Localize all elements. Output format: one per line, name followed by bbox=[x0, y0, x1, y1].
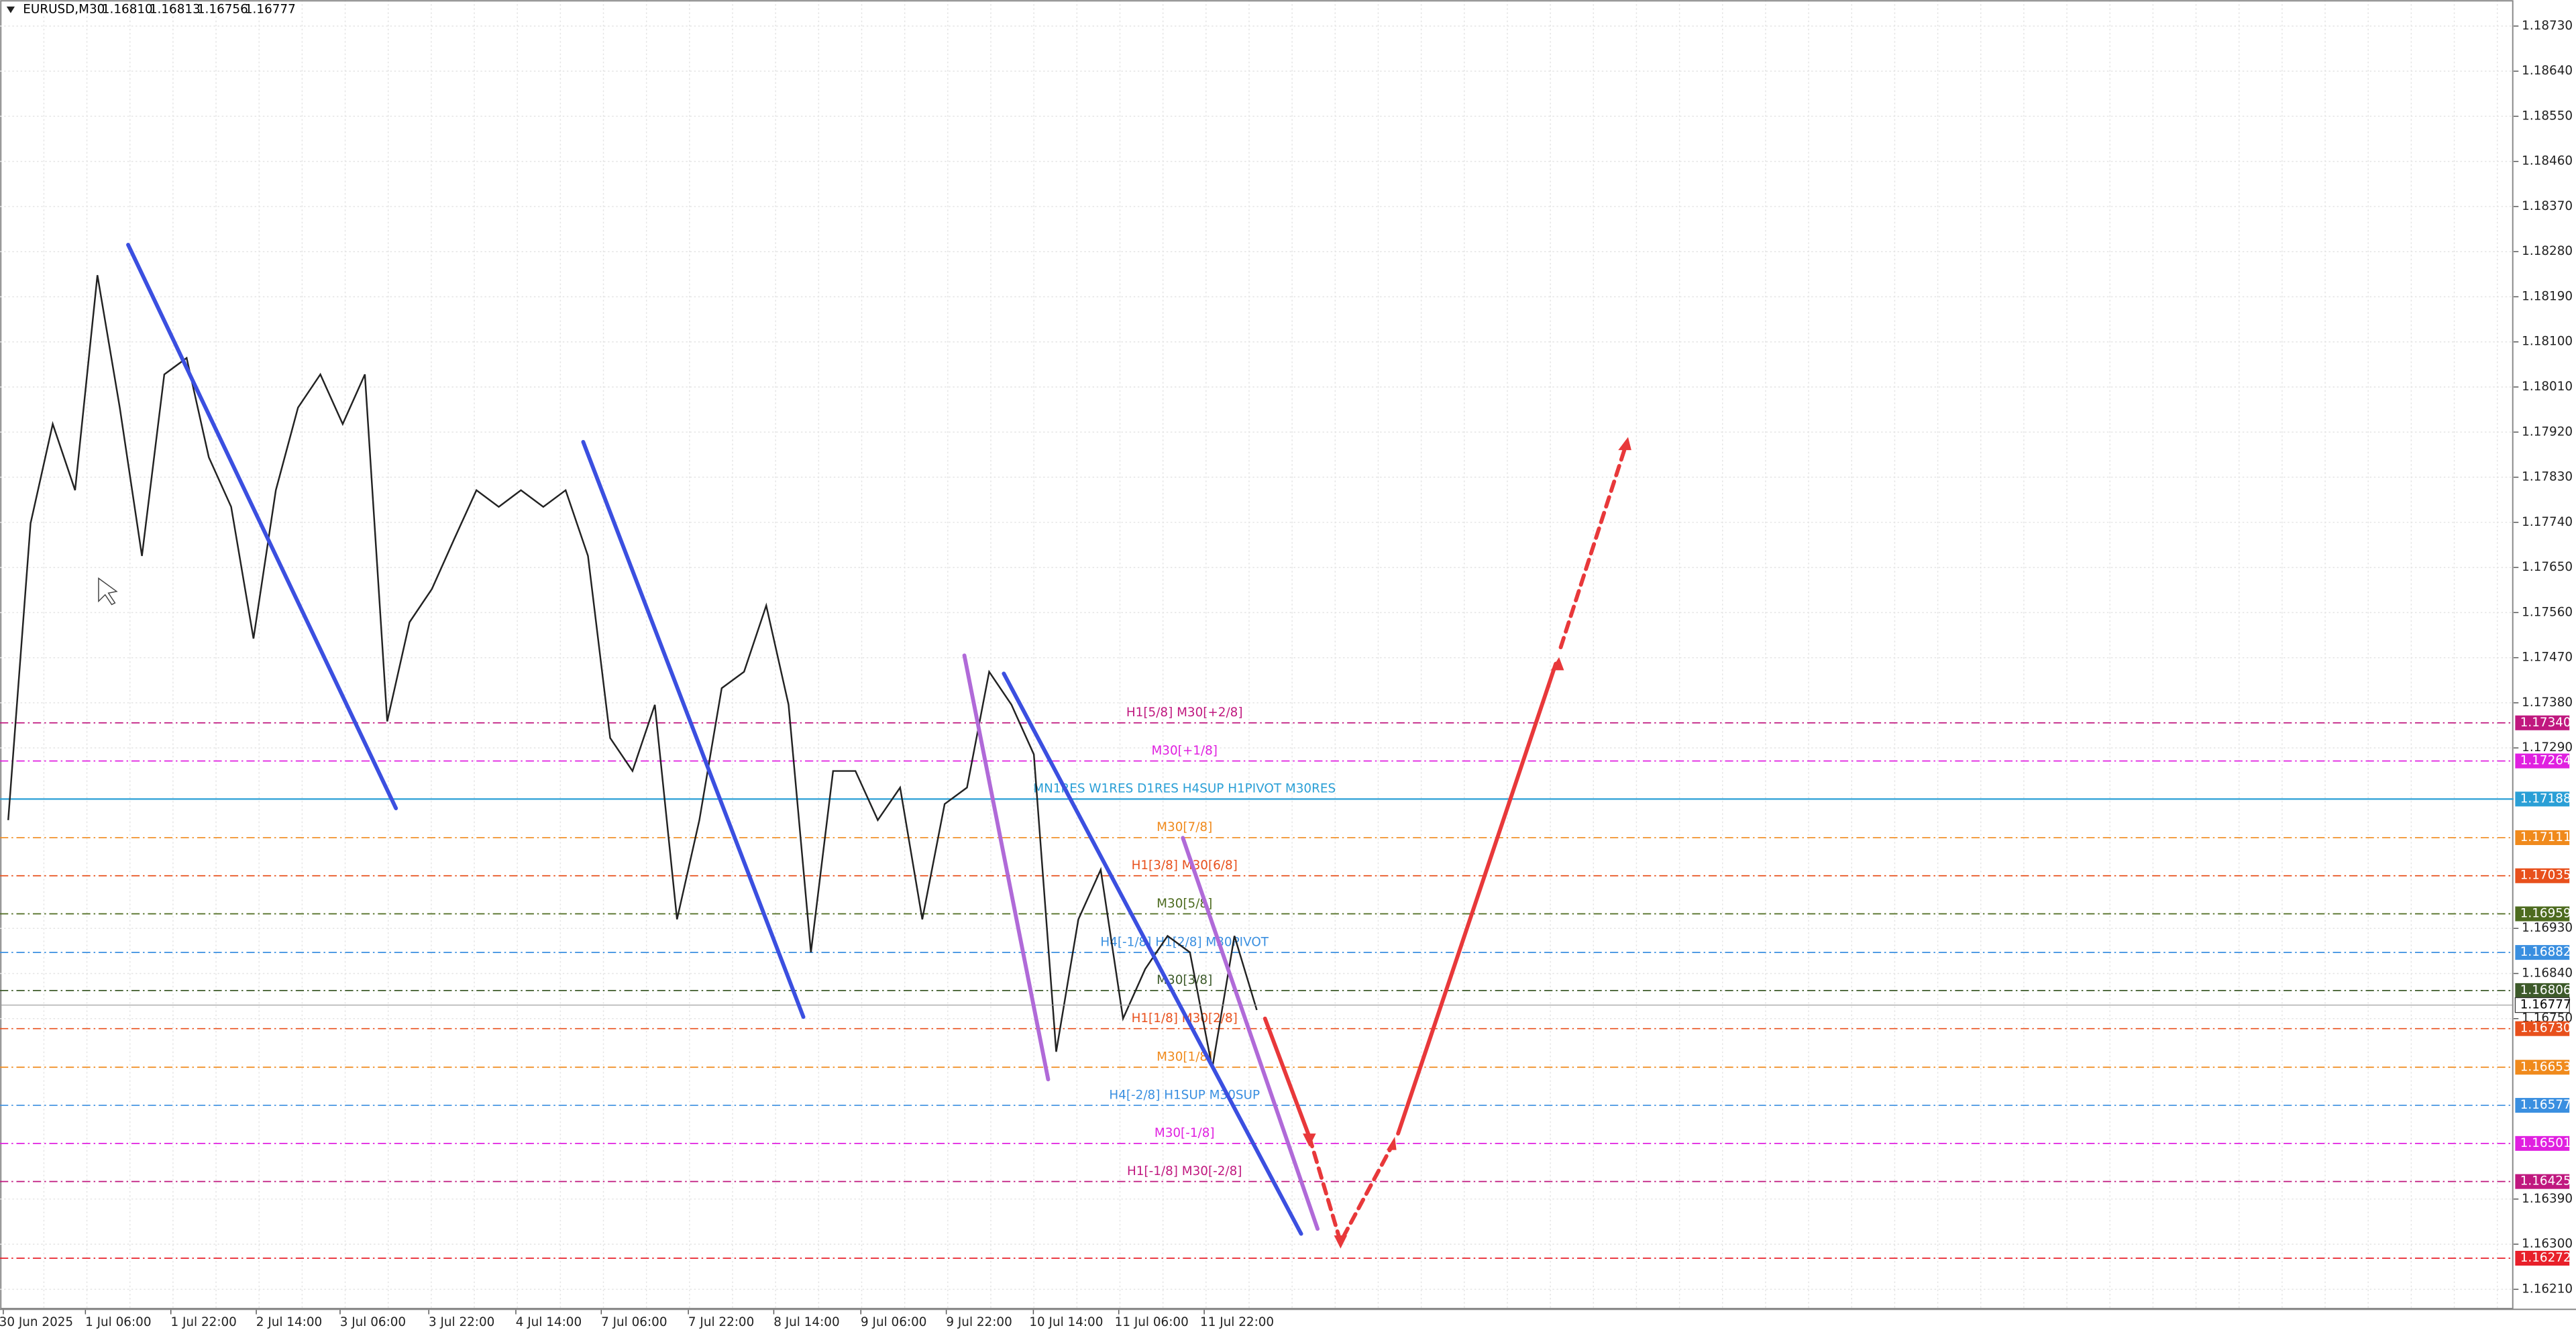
current-price-label: 1.16777 bbox=[2520, 998, 2571, 1012]
level-label: MN1RES W1RES D1RES H4SUP H1PIVOT M30RES bbox=[1033, 782, 1336, 796]
price-tick-label: 1.18640 bbox=[2522, 64, 2573, 78]
price-tag-label: 1.16730 bbox=[2520, 1021, 2571, 1036]
price-tag-label: 1.16577 bbox=[2520, 1098, 2571, 1112]
level-label: M30[7/8] bbox=[1157, 820, 1212, 834]
price-tick-label: 1.18190 bbox=[2522, 289, 2573, 303]
price-tag bbox=[2515, 906, 2570, 922]
price-tick-label: 1.17740 bbox=[2522, 515, 2573, 529]
time-tick-label: 4 Jul 14:00 bbox=[516, 1315, 582, 1329]
price-tag-label: 1.17035 bbox=[2520, 869, 2571, 883]
level-label: H1[1/8] M30[2/8] bbox=[1132, 1011, 1238, 1025]
price-tag bbox=[2515, 1021, 2570, 1036]
price-tag-label: 1.16501 bbox=[2520, 1136, 2571, 1150]
price-tag-label: 1.17264 bbox=[2520, 754, 2571, 768]
time-tick-label: 9 Jul 06:00 bbox=[861, 1315, 926, 1329]
time-tick-label: 7 Jul 22:00 bbox=[688, 1315, 754, 1329]
price-tag bbox=[2515, 1250, 2570, 1266]
price-tick-label: 1.18370 bbox=[2522, 199, 2573, 213]
price-tick-label: 1.16210 bbox=[2522, 1282, 2573, 1296]
price-tag-label: 1.16806 bbox=[2520, 983, 2571, 997]
level-label: H4[-2/8] H1SUP M30SUP bbox=[1109, 1088, 1260, 1102]
price-tick-label: 1.17830 bbox=[2522, 470, 2573, 484]
price-tick-label: 1.17470 bbox=[2522, 651, 2573, 665]
price-line bbox=[7, 275, 1258, 1068]
level-label: M30[5/8] bbox=[1157, 897, 1212, 911]
price-tag-label: 1.16425 bbox=[2520, 1174, 2571, 1188]
level-label: M30[-1/8] bbox=[1155, 1126, 1215, 1140]
level-label: H4[-1/8] H1[2/8] M30PIVOT bbox=[1100, 935, 1269, 949]
arrow-heads bbox=[1303, 437, 1631, 1249]
mouse-cursor bbox=[98, 577, 118, 606]
price-tick-label: 1.18460 bbox=[2522, 154, 2573, 168]
price-tag bbox=[2515, 945, 2570, 960]
quote: 1.16756 bbox=[197, 3, 248, 17]
time-tick-label: 10 Jul 14:00 bbox=[1029, 1315, 1103, 1329]
price-tag-label: 1.17340 bbox=[2520, 716, 2571, 730]
level-label: H1[3/8] M30[6/8] bbox=[1132, 858, 1238, 873]
level-label: H1[-1/8] M30[-2/8] bbox=[1127, 1164, 1242, 1178]
price-tag bbox=[2515, 791, 2570, 807]
price-tag bbox=[2515, 983, 2570, 998]
price-tag bbox=[2515, 830, 2570, 845]
time-tick-label: 30 Jun 2025 bbox=[0, 1315, 73, 1329]
current-price-tag bbox=[2514, 997, 2570, 1013]
price-tick-label: 1.17920 bbox=[2522, 425, 2573, 439]
price-tag-label: 1.16959 bbox=[2520, 907, 2571, 921]
menu-arrow bbox=[6, 6, 15, 13]
price-tick-label: 1.18100 bbox=[2522, 335, 2573, 349]
quote: 1.16813 bbox=[150, 3, 201, 17]
price-tag bbox=[2515, 1060, 2570, 1075]
level-label: H1[5/8] M30[+2/8] bbox=[1126, 706, 1243, 720]
price-tag-label: 1.16653 bbox=[2520, 1060, 2571, 1074]
time-tick-label: 8 Jul 14:00 bbox=[773, 1315, 839, 1329]
symbol: EURUSD,M30 bbox=[23, 3, 105, 17]
price-tag-label: 1.16882 bbox=[2520, 945, 2571, 959]
quote: 1.16810 bbox=[102, 3, 153, 17]
price-tick-label: 1.17290 bbox=[2522, 740, 2573, 755]
price-tag-label: 1.17111 bbox=[2520, 830, 2571, 844]
price-tag bbox=[2515, 1174, 2570, 1189]
time-tick-label: 1 Jul 22:00 bbox=[170, 1315, 236, 1329]
quote: 1.16777 bbox=[245, 3, 296, 17]
price-tag-label: 1.16272 bbox=[2520, 1251, 2571, 1265]
price-tag bbox=[2515, 753, 2570, 769]
price-tick-label: 1.16390 bbox=[2522, 1192, 2573, 1206]
price-tag bbox=[2515, 715, 2570, 730]
price-tick-label: 1.17380 bbox=[2522, 696, 2573, 710]
time-tick-label: 7 Jul 06:00 bbox=[601, 1315, 667, 1329]
price-tick-label: 1.18010 bbox=[2522, 380, 2573, 394]
level-label: M30[+1/8] bbox=[1151, 744, 1217, 758]
price-tick-label: 1.18730 bbox=[2522, 19, 2573, 33]
price-tick-label: 1.18550 bbox=[2522, 109, 2573, 123]
time-tick-label: 11 Jul 06:00 bbox=[1115, 1315, 1189, 1329]
time-tick-label: 1 Jul 06:00 bbox=[85, 1315, 151, 1329]
price-tick-label: 1.18280 bbox=[2522, 244, 2573, 258]
grid bbox=[0, 0, 2514, 1310]
level-label: M30[1/8] bbox=[1157, 1050, 1212, 1064]
price-tag-label: 1.17188 bbox=[2520, 791, 2571, 805]
time-tick-label: 3 Jul 22:00 bbox=[429, 1315, 494, 1329]
price-tick-label: 1.17650 bbox=[2522, 560, 2573, 574]
time-tick-label: 11 Jul 22:00 bbox=[1200, 1315, 1274, 1329]
price-tick-label: 1.16300 bbox=[2522, 1237, 2573, 1251]
price-tag bbox=[2515, 1135, 2570, 1151]
plot-border bbox=[0, 0, 2514, 1310]
time-tick-label: 9 Jul 22:00 bbox=[946, 1315, 1012, 1329]
time-tick-label: 2 Jul 14:00 bbox=[256, 1315, 322, 1329]
price-tick-label: 1.17560 bbox=[2522, 605, 2573, 619]
time-tick-label: 3 Jul 06:00 bbox=[340, 1315, 406, 1329]
price-tick-label: 1.16930 bbox=[2522, 921, 2573, 935]
price-tag bbox=[2515, 1098, 2570, 1113]
price-tag bbox=[2515, 868, 2570, 883]
price-tick-label: 1.16840 bbox=[2522, 966, 2573, 980]
